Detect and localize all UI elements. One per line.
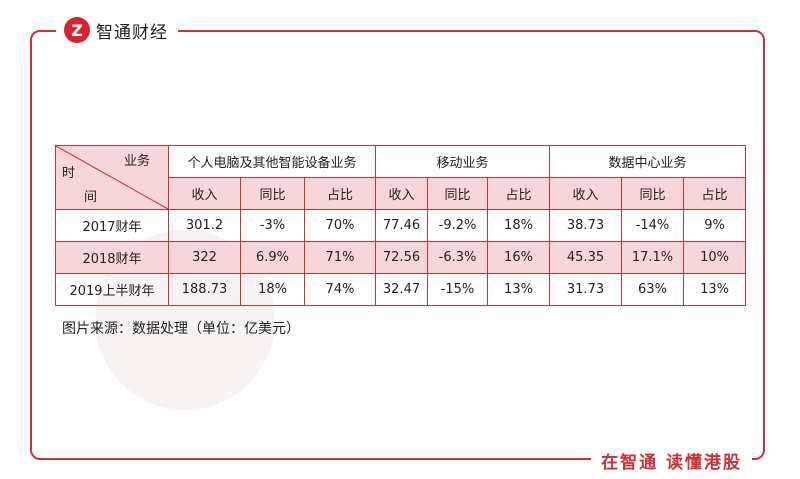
subheader-cell: 收入 bbox=[549, 177, 622, 210]
table-cell: 38.73 bbox=[549, 209, 622, 242]
table-row: 2018财年 322 6.9% 71% 72.56 -6.3% 16% 45.3… bbox=[55, 241, 747, 274]
table-cell: 32.47 bbox=[375, 273, 428, 306]
brand-name: 智通财经 bbox=[96, 22, 168, 43]
corner-header-cell: 业务 时 间 bbox=[55, 145, 169, 210]
subheader-cell: 同比 bbox=[621, 177, 684, 210]
subheader-cell: 收入 bbox=[375, 177, 428, 210]
table-cell: 45.35 bbox=[549, 241, 622, 274]
table-row: 2017财年 301.2 -3% 70% 77.46 -9.2% 18% 38.… bbox=[55, 209, 747, 242]
table-cell: 31.73 bbox=[549, 273, 622, 306]
corner-time-label-2: 间 bbox=[84, 190, 98, 205]
group-header-mobile: 移动业务 bbox=[375, 145, 550, 178]
table-cell: 18% bbox=[240, 273, 305, 306]
table-cell: -9.2% bbox=[427, 209, 488, 242]
table-cell: 9% bbox=[682, 209, 747, 242]
table-cell: 301.2 bbox=[168, 209, 241, 242]
source-note: 图片来源：数据处理（单位：亿美元） bbox=[62, 321, 300, 337]
table-cell: 63% bbox=[621, 273, 684, 306]
subheader-cell: 收入 bbox=[168, 177, 241, 210]
brand-header: Z 智通财经 bbox=[56, 12, 178, 48]
corner-diagonal bbox=[56, 146, 168, 209]
subheader-cell: 同比 bbox=[427, 177, 488, 210]
table-cell: 16% bbox=[487, 241, 550, 274]
table-cell: -14% bbox=[621, 209, 684, 242]
subheader-cell: 占比 bbox=[682, 177, 747, 210]
slogan: 在智通 读懂港股 bbox=[591, 448, 752, 473]
table-cell: 72.56 bbox=[375, 241, 428, 274]
table-cell: -3% bbox=[240, 209, 305, 242]
table-cell: 188.73 bbox=[168, 273, 241, 306]
subheader-cell: 占比 bbox=[487, 177, 550, 210]
table-cell: 13% bbox=[487, 273, 550, 306]
group-header-pc: 个人电脑及其他智能设备业务 bbox=[168, 145, 376, 178]
table-cell: 13% bbox=[682, 273, 747, 306]
corner-business-label: 业务 bbox=[123, 154, 150, 169]
table-cell: 10% bbox=[682, 241, 747, 274]
corner-time-label-1: 时 bbox=[62, 166, 76, 181]
table-cell: -6.3% bbox=[427, 241, 488, 274]
table-row: 2019上半财年 188.73 18% 74% 32.47 -15% 13% 3… bbox=[55, 273, 747, 306]
brand-logo-icon: Z bbox=[64, 17, 90, 43]
business-revenue-table: 业务 时 间 个人电脑及其他智能设备业务 移动业务 数据中心业务 收入 同比 占… bbox=[55, 145, 747, 306]
row-label: 2017财年 bbox=[55, 209, 169, 242]
table-cell: 17.1% bbox=[621, 241, 684, 274]
subheader-cell: 占比 bbox=[304, 177, 376, 210]
row-label: 2018财年 bbox=[55, 241, 169, 274]
group-header-datacenter: 数据中心业务 bbox=[548, 145, 747, 178]
table-cell: 322 bbox=[168, 241, 241, 274]
table-cell: 70% bbox=[304, 209, 376, 242]
table-cell: -15% bbox=[427, 273, 488, 306]
table-cell: 18% bbox=[487, 209, 550, 242]
content-frame bbox=[30, 30, 765, 460]
table-cell: 6.9% bbox=[240, 241, 305, 274]
subheader-cell: 同比 bbox=[240, 177, 305, 210]
row-label: 2019上半财年 bbox=[55, 273, 169, 306]
table-cell: 74% bbox=[304, 273, 376, 306]
table-cell: 77.46 bbox=[375, 209, 428, 242]
table-cell: 71% bbox=[304, 241, 376, 274]
